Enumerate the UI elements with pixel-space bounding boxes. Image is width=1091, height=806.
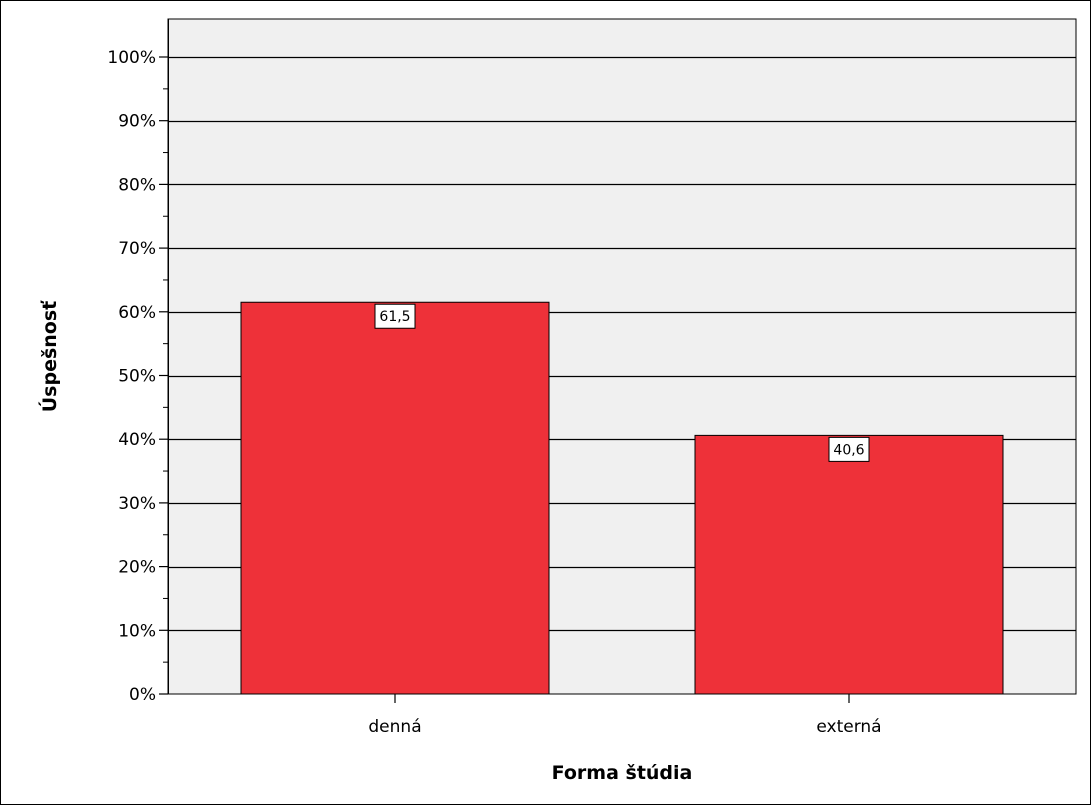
bar-0 [240,301,550,695]
bar-1 [694,434,1004,695]
data-label-text: 61,5 [379,309,410,325]
data-label-box [374,303,416,329]
x-axis: denná externá [368,694,882,737]
y-tick-label: 90% [118,112,156,132]
data-label-box [828,436,870,462]
y-tick-label: 80% [118,175,156,195]
y-tick-label: 0% [129,685,156,705]
data-label: 61,5 [374,303,416,329]
y-tick-label: 100% [107,48,156,68]
y-tick-label: 70% [118,239,156,259]
y-tick-label: 10% [118,621,156,641]
y-tick-label: 40% [118,430,156,450]
y-tick-label: 20% [118,558,156,578]
data-label: 40,6 [828,436,870,462]
data-label-text: 40,6 [833,442,864,458]
x-tick-label: denná [368,717,421,737]
y-axis-title: Úspešnosť [37,300,61,412]
x-tick-label: externá [816,717,881,737]
x-axis-title: Forma štúdia [552,762,693,784]
data-labels: 61,5 40,6 [374,303,870,462]
y-tick-label: 60% [118,303,156,323]
y-axis: 0% 10% 20% 30% 40% 50% 60% 70% 80% 90% 100% [107,19,169,705]
y-tick-label: 30% [118,494,156,514]
y-tick-label: 50% [118,367,156,387]
